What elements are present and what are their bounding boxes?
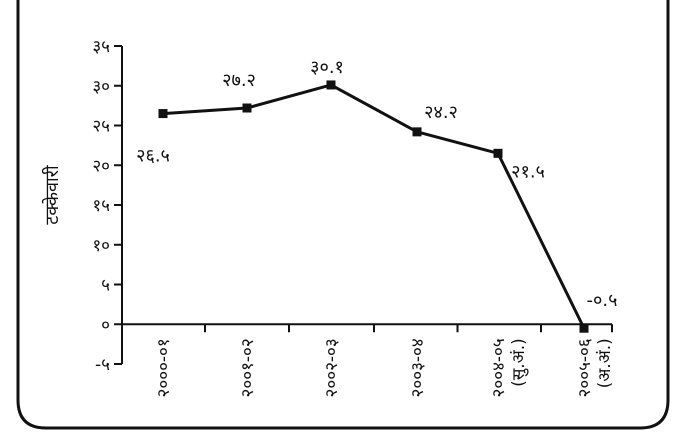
chart-frame: [16, 0, 670, 430]
data-label: ३०.१: [310, 57, 344, 78]
data-label: २१.५: [511, 161, 545, 182]
y-tick-label: २५: [92, 117, 110, 137]
data-point-marker: [158, 109, 168, 119]
data-point-marker: [326, 80, 336, 90]
y-tick-label: ०: [101, 315, 110, 335]
data-point-marker: [412, 127, 422, 137]
data-point-marker: [579, 323, 589, 333]
series-line-group: [158, 80, 589, 333]
y-tick-label: ५: [101, 276, 110, 296]
y-tick-label: -५: [95, 355, 110, 375]
x-tick-label: २००२-०३: [322, 338, 342, 397]
data-point-marker: [493, 148, 503, 158]
data-label: -०.५: [587, 290, 618, 311]
x-tick-label: २००१-०२: [238, 338, 258, 397]
axes: -५ ० ५ १० १५ २० २५ ३० ३५ २०००-०१ २००१-०२ २००२-०३ २००…: [92, 37, 615, 397]
data-label: २६.५: [136, 146, 170, 167]
data-label: २४.२: [424, 102, 458, 123]
x-tick-label: (सु.अं.): [509, 338, 529, 387]
data-point-marker: [242, 103, 252, 113]
data-label: २७.२: [222, 70, 256, 91]
y-tick-label: १५: [92, 196, 110, 216]
x-tick-label: २००५-०६: [575, 338, 595, 397]
y-tick-label: २०: [92, 156, 110, 176]
y-tick-label: १०: [92, 236, 110, 256]
y-tick-label: ३०: [92, 77, 110, 97]
x-tick-label: २००४-०५: [489, 338, 509, 397]
x-tick-label: २०००-०१: [154, 338, 174, 397]
x-tick-label: २००३-०४: [408, 338, 428, 397]
x-tick-label: (अ.अं.): [595, 338, 615, 388]
y-axis-label: टक्केवारी: [41, 165, 63, 225]
y-tick-label: ३५: [92, 37, 110, 57]
data-labels: २६.५ २७.२ ३०.१ २४.२ २१.५ -०.५: [136, 57, 617, 311]
series-line: [162, 83, 586, 329]
